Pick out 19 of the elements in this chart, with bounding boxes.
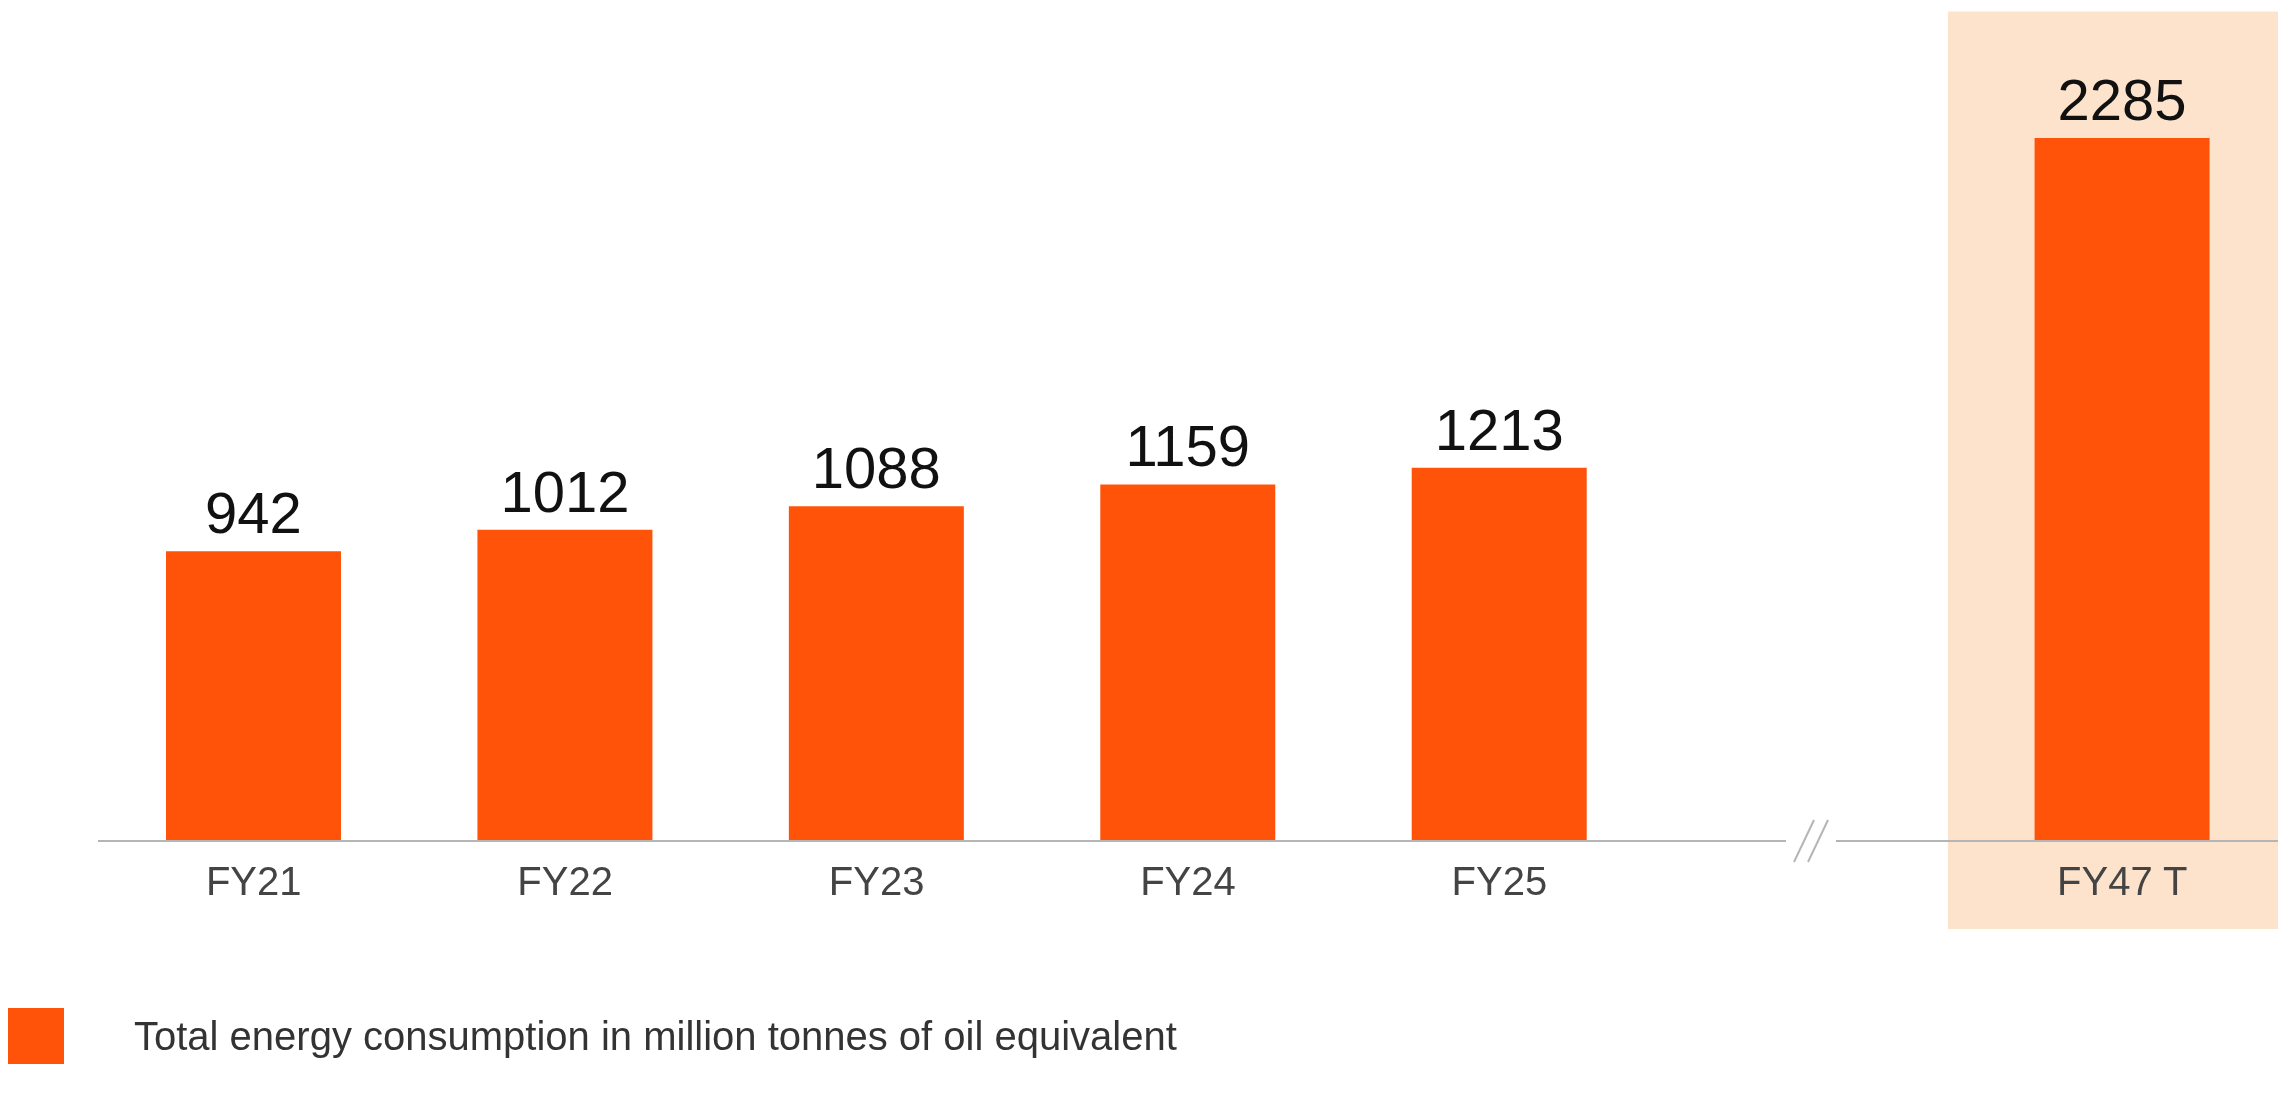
x-tick-label: FY47 T bbox=[2057, 859, 2188, 904]
data-label: 1213 bbox=[1434, 396, 1564, 462]
bar bbox=[166, 551, 341, 841]
bar bbox=[1411, 467, 1587, 841]
data-label: 942 bbox=[205, 480, 302, 546]
bar bbox=[2034, 138, 2210, 841]
x-tick-label: FY21 bbox=[205, 859, 302, 904]
legend-label: Total energy consumption in million tonnes of oil equivalent bbox=[134, 1013, 1177, 1059]
bar bbox=[1100, 484, 1276, 841]
data-label: 2285 bbox=[2057, 67, 2187, 132]
x-tick-label: FY24 bbox=[1140, 859, 1236, 904]
x-tick-label: FY22 bbox=[517, 859, 613, 904]
data-label: 1012 bbox=[500, 458, 630, 524]
bar bbox=[788, 506, 964, 841]
x-tick-label: FY25 bbox=[1451, 859, 1548, 904]
x-tick-label: FY23 bbox=[828, 859, 925, 904]
data-label: 1159 bbox=[1125, 413, 1251, 479]
bar bbox=[477, 529, 653, 841]
data-label: 1088 bbox=[811, 435, 941, 501]
